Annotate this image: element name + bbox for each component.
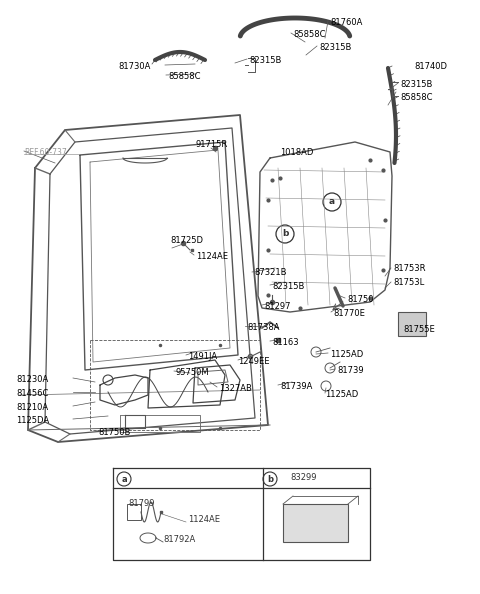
Text: 81230A: 81230A [16,375,48,384]
Text: 81740D: 81740D [414,62,447,71]
Text: 81730A: 81730A [118,62,150,71]
Bar [398,312,426,336]
Text: 81456C: 81456C [16,389,48,398]
Text: 81792A: 81792A [163,536,195,545]
Text: 81163: 81163 [272,338,299,347]
Text: 87321B: 87321B [254,268,287,277]
Text: 95750M: 95750M [176,368,210,377]
Text: 82315B: 82315B [319,43,351,52]
Text: 1249EE: 1249EE [238,357,269,366]
Text: 1124AE: 1124AE [196,252,228,261]
Text: 81210A: 81210A [16,403,48,412]
Text: 81725D: 81725D [170,236,203,245]
Text: 81297: 81297 [264,302,290,311]
Text: 81738A: 81738A [247,323,279,332]
Text: 81753L: 81753L [393,278,424,287]
Text: 85858C: 85858C [400,93,432,102]
Text: REF.60-737: REF.60-737 [24,148,67,157]
Text: 83299: 83299 [290,473,316,482]
Text: 91715R: 91715R [196,140,228,149]
Text: 81753R: 81753R [393,264,425,273]
Text: 81760A: 81760A [330,18,362,27]
Text: 1125AD: 1125AD [330,350,363,359]
Text: 1125AD: 1125AD [325,390,358,399]
Text: 1125DA: 1125DA [16,416,49,425]
Text: 81750: 81750 [347,295,373,304]
Text: 81739A: 81739A [280,382,312,391]
Text: 81739: 81739 [337,366,364,375]
Text: 1327AB: 1327AB [219,384,252,393]
Text: 85858C: 85858C [168,72,201,81]
Text: a: a [121,475,127,484]
Text: 81750B: 81750B [98,428,131,437]
Text: 81770E: 81770E [333,309,365,318]
Text: 82315B: 82315B [272,282,304,291]
Text: b: b [282,229,288,239]
Text: 85858C: 85858C [293,30,325,39]
Text: 1491JA: 1491JA [188,352,217,361]
Text: 1018AD: 1018AD [280,148,313,157]
Bar [127,504,141,520]
Text: 82315B: 82315B [400,80,432,89]
Text: 82315B: 82315B [249,56,281,65]
Text: b: b [267,475,273,484]
Text: a: a [329,197,335,207]
Text: 81755E: 81755E [403,325,435,334]
Bar [283,504,348,542]
Text: 1124AE: 1124AE [188,516,220,525]
Text: 81799: 81799 [128,498,155,507]
